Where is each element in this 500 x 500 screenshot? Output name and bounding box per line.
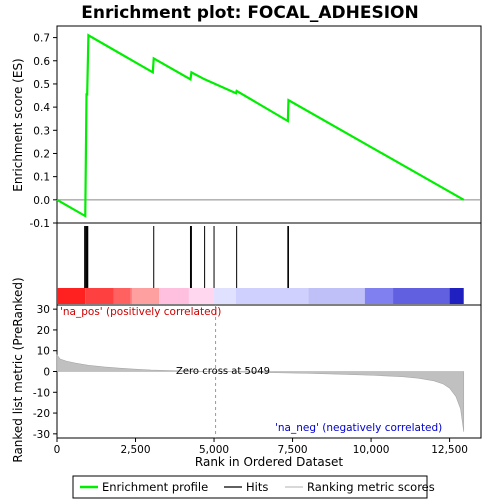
- enrichment-profile-line: [56, 33, 465, 218]
- metric-ytick-label: -20: [33, 408, 50, 420]
- ranking-metric-area: [56, 305, 465, 438]
- x-tick-label: 12,500: [431, 444, 468, 456]
- metric-area: [56, 353, 465, 432]
- heatmap-segment: [159, 288, 189, 304]
- metric-axis: 30 20 10 0 -10 -20 -30: [33, 304, 57, 441]
- metric-ytick-label: -10: [33, 387, 50, 399]
- heatmap-segment: [308, 288, 365, 304]
- legend-label: Enrichment profile: [102, 480, 208, 494]
- metric-ytick-label: 0: [43, 367, 50, 379]
- metric-ylabel: Ranked list metric (PreRanked): [11, 277, 25, 462]
- neg-label: 'na_neg' (negatively correlated): [275, 422, 442, 434]
- chart-title: Enrichment plot: FOCAL_ADHESION: [81, 3, 418, 23]
- es-ytick-label: 0.4: [33, 102, 50, 114]
- metric-ytick-label: 10: [37, 346, 50, 358]
- es-ylabel: Enrichment score (ES): [11, 58, 25, 191]
- es-ytick-label: 0.1: [33, 172, 50, 184]
- heatmap-segment: [113, 288, 131, 304]
- rank-heatmap-bar: [57, 288, 464, 304]
- hits-marks: [84, 226, 289, 288]
- es-ytick-label: 0.0: [33, 195, 50, 207]
- x-tick-label: 2,500: [120, 444, 150, 456]
- heatmap-segment: [364, 288, 394, 304]
- x-axis-label: Rank in Ordered Dataset: [195, 455, 343, 469]
- heatmap-segment: [236, 288, 309, 304]
- es-ytick-label: 0.5: [33, 79, 50, 91]
- es-ytick-label: 0.6: [33, 56, 50, 68]
- x-tick-label: 10,000: [353, 444, 390, 456]
- heatmap-segment: [130, 288, 133, 304]
- es-ytick-label: -0.1: [30, 218, 51, 230]
- x-tick-label: 5,000: [199, 444, 229, 456]
- metric-ytick-label: 30: [37, 304, 50, 316]
- es-ytick-label: 0.7: [33, 33, 50, 45]
- legend: Enrichment profile Hits Ranking metric sco…: [80, 480, 435, 494]
- heatmap-segment: [132, 288, 160, 304]
- metric-ytick-label: -30: [33, 429, 50, 441]
- es-panel-frame: [56, 25, 482, 224]
- legend-label: Ranking metric scores: [307, 480, 435, 494]
- legend-label: Hits: [246, 480, 268, 494]
- x-axis: 0 2,500 5,000 7,500 10,000 12,500: [54, 438, 468, 456]
- heatmap-segment: [188, 288, 215, 304]
- heatmap-segment: [449, 288, 464, 304]
- x-tick-label: 7,500: [278, 444, 308, 456]
- metric-ytick-label: 20: [37, 325, 50, 337]
- es-polyline: [56, 33, 465, 218]
- es-ytick-label: 0.2: [33, 148, 50, 160]
- es-axis: -0.1 0.0 0.1 0.2 0.3 0.4 0.5 0.6 0.7: [30, 33, 481, 230]
- pos-label: 'na_pos' (positively correlated): [60, 306, 221, 318]
- heatmap-segment: [57, 288, 86, 304]
- x-tick-label: 0: [54, 444, 61, 456]
- zero-cross-label: Zero cross at 5049: [176, 366, 270, 377]
- heatmap-segment: [214, 288, 237, 304]
- heatmap-segment: [85, 288, 114, 304]
- legend-box: [72, 475, 428, 499]
- heatmap-segment: [393, 288, 450, 304]
- es-ytick-label: 0.3: [33, 125, 50, 137]
